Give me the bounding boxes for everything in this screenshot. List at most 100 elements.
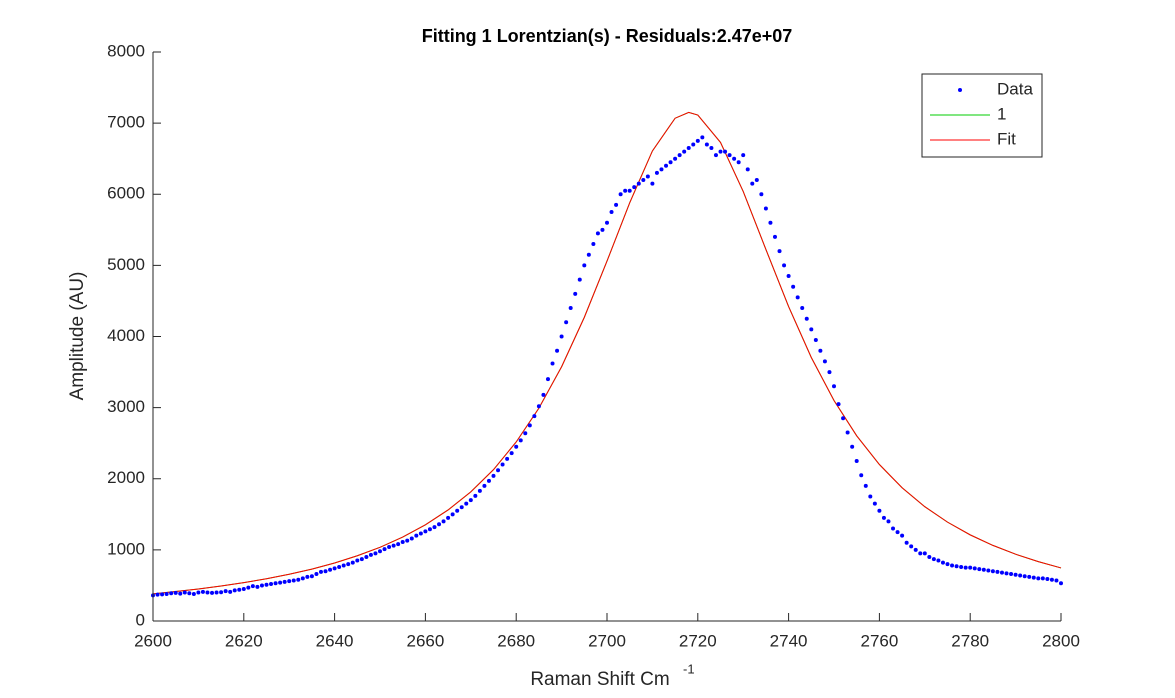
- data-point: [627, 188, 632, 193]
- data-point: [300, 576, 305, 581]
- x-tick-label: 2740: [770, 631, 808, 650]
- data-point: [550, 361, 555, 366]
- data-point: [886, 519, 891, 524]
- data-point: [441, 519, 446, 524]
- data-point: [491, 473, 496, 478]
- data-point: [191, 591, 196, 596]
- data-point: [686, 146, 691, 151]
- data-point: [931, 557, 936, 562]
- data-point: [273, 581, 278, 586]
- data-point: [1004, 571, 1009, 576]
- data-point: [623, 188, 628, 193]
- data-point: [250, 584, 255, 589]
- data-point: [881, 515, 886, 520]
- data-point: [396, 542, 401, 547]
- data-point: [309, 574, 314, 579]
- data-point: [832, 384, 836, 389]
- data-point: [278, 580, 283, 585]
- data-point: [673, 156, 678, 161]
- x-tick-label: 2640: [316, 631, 354, 650]
- data-point: [827, 370, 832, 375]
- data-point: [1027, 574, 1032, 579]
- data-point: [895, 530, 900, 535]
- data-point: [205, 590, 210, 595]
- data-point: [582, 263, 587, 268]
- data-point: [459, 505, 464, 510]
- data-point: [609, 210, 614, 215]
- data-point: [877, 508, 882, 513]
- data-point: [409, 536, 414, 541]
- series-line: [152, 111, 1062, 595]
- data-point: [904, 540, 909, 545]
- data-point: [727, 153, 732, 158]
- data-point: [659, 167, 664, 172]
- data-point: [496, 468, 501, 473]
- data-point: [486, 478, 491, 483]
- data-point: [328, 567, 333, 572]
- data-point: [210, 590, 215, 595]
- data-point: [768, 220, 773, 225]
- data-point: [282, 579, 287, 584]
- data-point: [972, 566, 977, 571]
- x-tick-label: 2780: [951, 631, 989, 650]
- data-point: [945, 562, 950, 567]
- data-point: [845, 430, 850, 435]
- data-point: [786, 274, 791, 279]
- data-point: [981, 567, 986, 572]
- data-point: [677, 153, 682, 158]
- data-point: [364, 554, 369, 559]
- data-point: [341, 563, 346, 568]
- data-point: [1049, 577, 1054, 582]
- data-point: [418, 531, 423, 536]
- data-point: [200, 589, 205, 594]
- data-point: [169, 591, 174, 596]
- data-point: [514, 444, 519, 449]
- y-tick-label: 1000: [107, 539, 145, 558]
- data-point: [936, 558, 941, 563]
- data-point: [400, 540, 405, 545]
- data-point: [387, 545, 392, 550]
- y-tick-label: 2000: [107, 468, 145, 487]
- data-point: [950, 563, 955, 568]
- data-point: [682, 149, 687, 154]
- data-point: [700, 135, 705, 140]
- data-point: [545, 377, 550, 382]
- data-point: [818, 348, 823, 353]
- x-tick-label: 2620: [225, 631, 263, 650]
- data-point: [337, 564, 342, 569]
- data-point: [695, 138, 700, 143]
- data-point: [763, 206, 768, 211]
- data-point: [641, 178, 646, 183]
- x-tick-label: 2800: [1042, 631, 1080, 650]
- data-point: [500, 462, 505, 467]
- data-point: [872, 501, 877, 506]
- data-point: [318, 569, 323, 574]
- data-point: [368, 552, 373, 557]
- data-point: [423, 529, 428, 534]
- data-point: [968, 565, 973, 570]
- data-point: [568, 306, 573, 311]
- chart-title: Fitting 1 Lorentzian(s) - Residuals:2.47…: [422, 26, 793, 46]
- data-point: [614, 202, 619, 207]
- data-point: [287, 579, 292, 584]
- data-point: [564, 320, 569, 325]
- data-point: [618, 192, 623, 197]
- data-point: [759, 192, 764, 197]
- series-line: [152, 111, 1062, 595]
- data-point: [800, 306, 805, 311]
- data-point: [704, 142, 709, 147]
- data-point: [223, 589, 228, 594]
- data-point: [909, 544, 914, 549]
- data-point: [332, 566, 337, 571]
- data-point: [1040, 576, 1045, 581]
- data-point: [346, 562, 351, 567]
- data-point: [378, 549, 382, 554]
- data-point: [859, 473, 864, 478]
- data-point: [246, 585, 251, 590]
- data-point: [922, 551, 927, 556]
- data-point: [1031, 575, 1036, 580]
- data-point: [636, 181, 641, 186]
- data-point: [160, 592, 165, 597]
- data-point: [772, 234, 777, 239]
